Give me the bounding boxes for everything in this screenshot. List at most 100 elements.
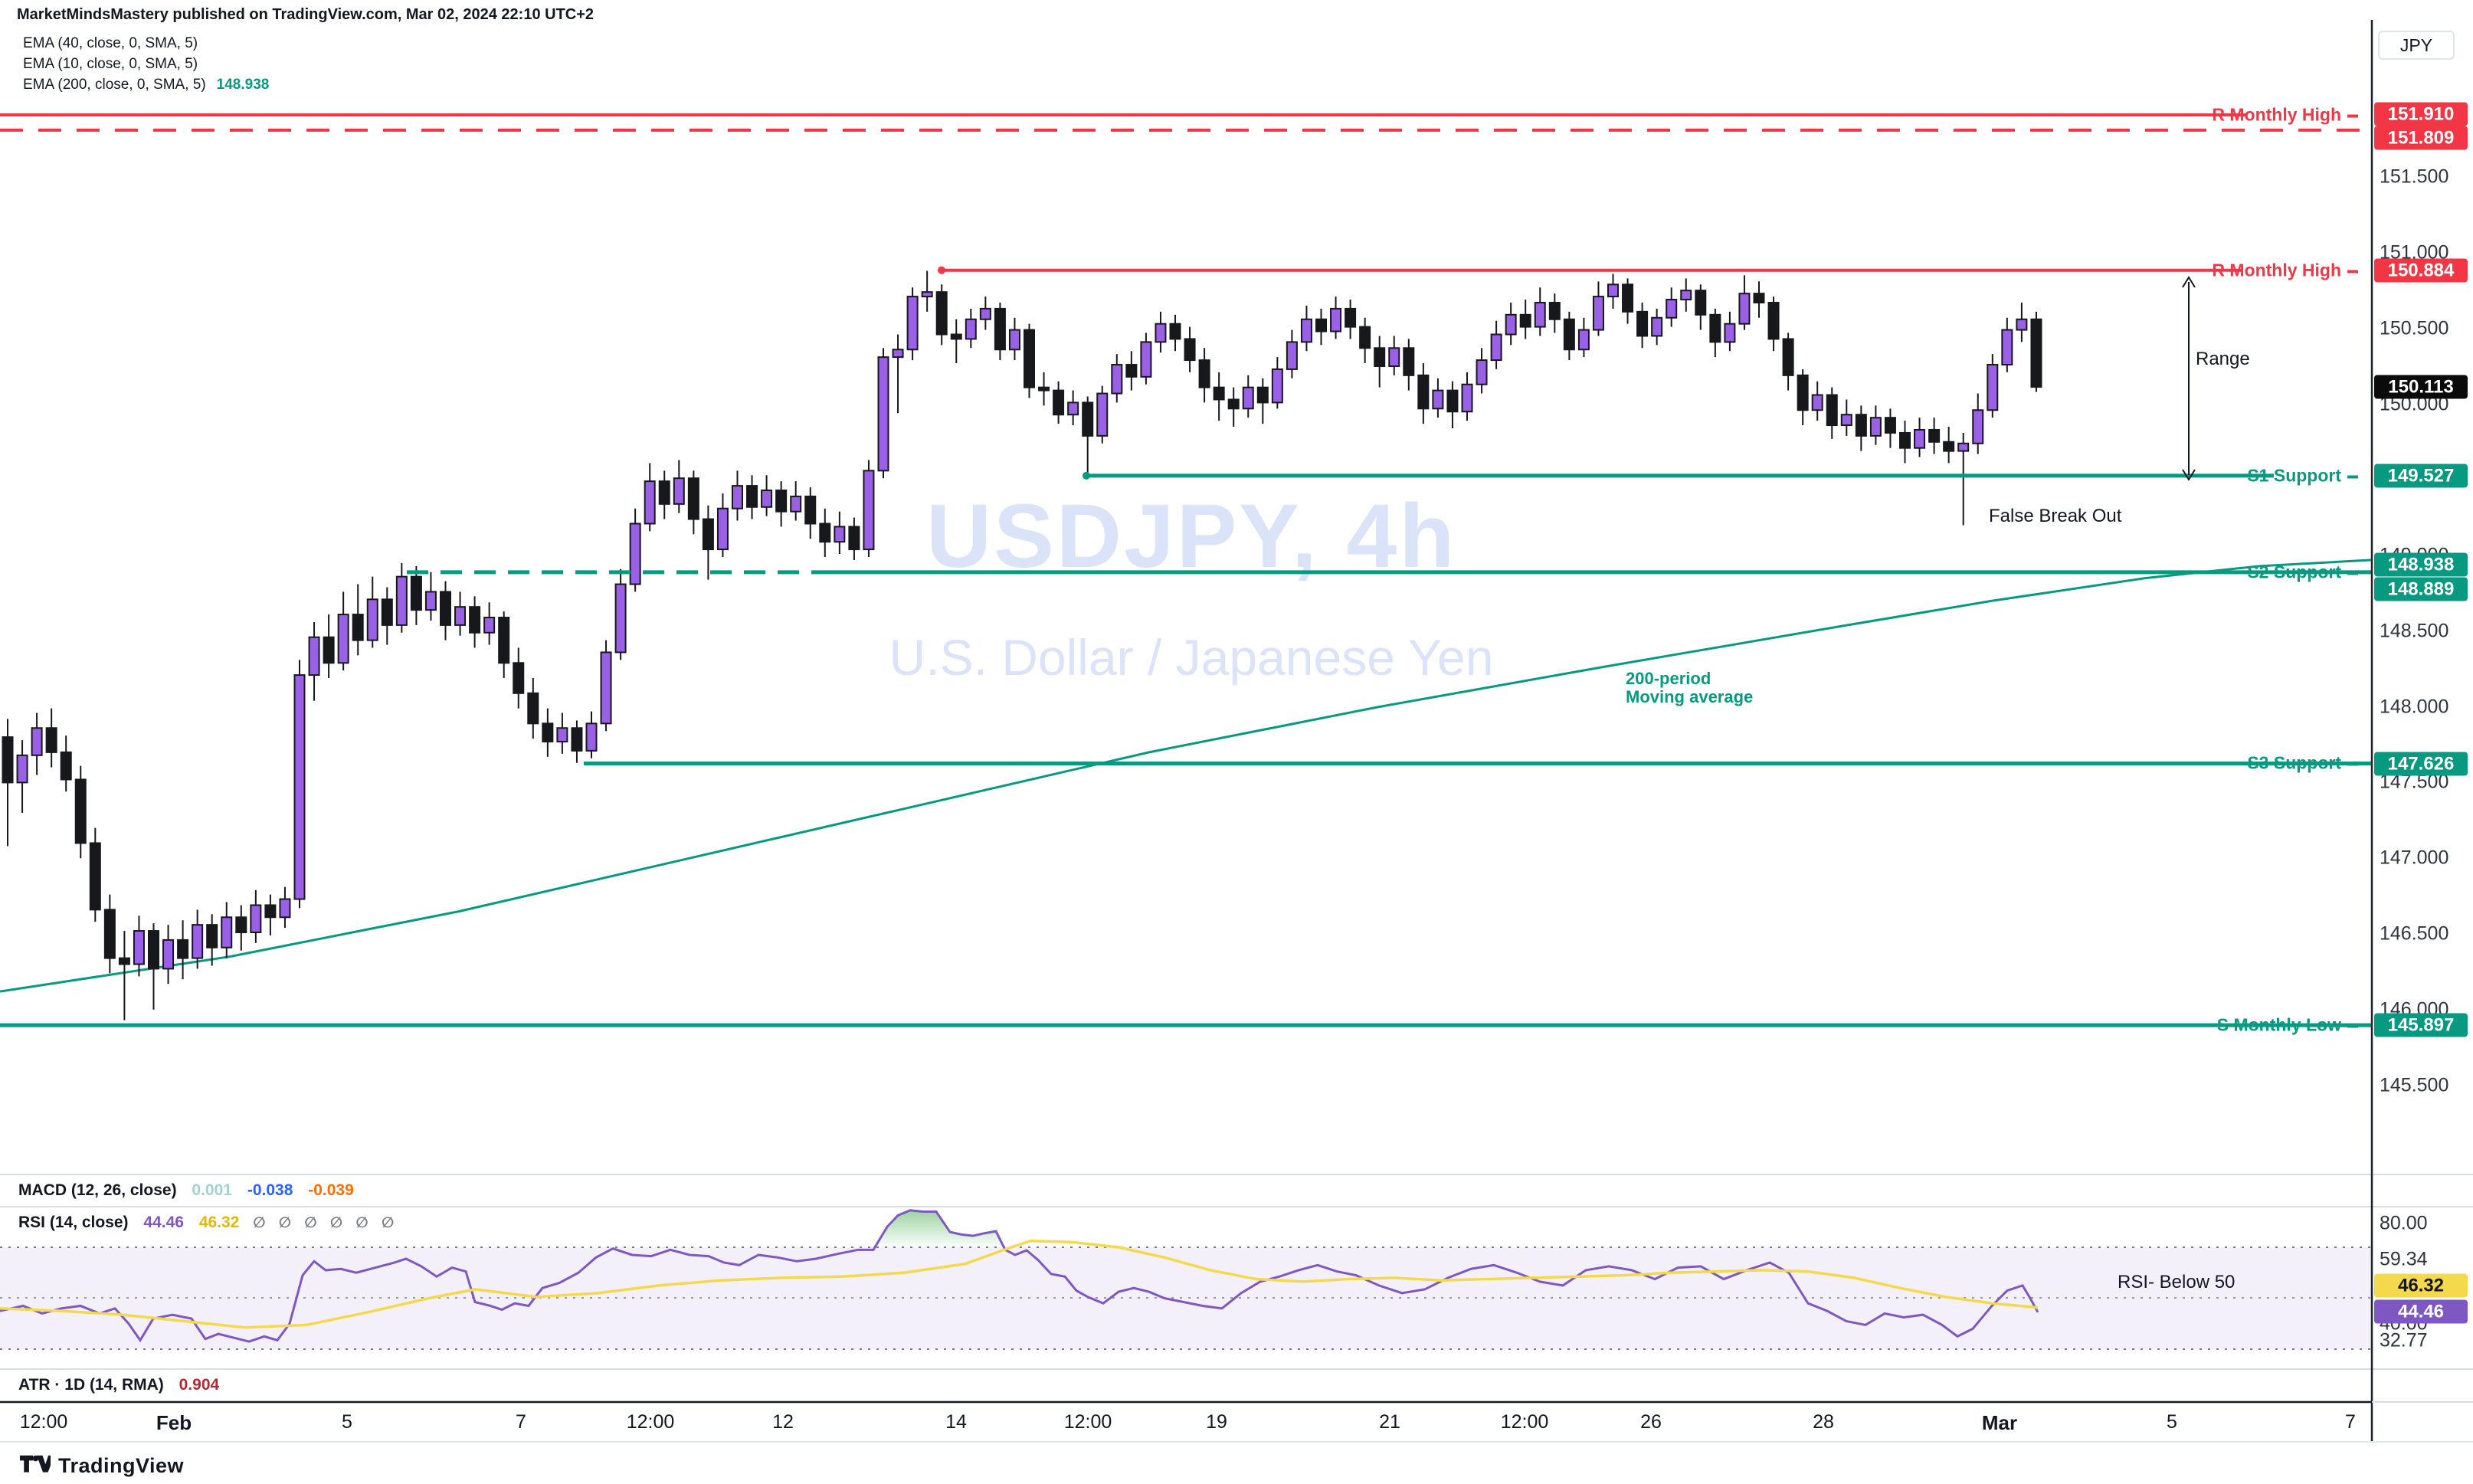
candle — [1330, 307, 1342, 333]
candle — [585, 722, 598, 752]
macd-value-macd: 0.001 — [192, 1181, 232, 1199]
candle — [1548, 302, 1561, 320]
tradingview-brand[interactable]: TradingView — [20, 1454, 184, 1478]
macd-value-histogram: -0.039 — [308, 1181, 354, 1199]
candle — [1797, 374, 1809, 411]
candle — [177, 939, 189, 959]
tradingview-brand-text: TradingView — [58, 1454, 185, 1477]
candle — [45, 727, 57, 753]
candle — [395, 575, 408, 626]
candle — [746, 485, 758, 508]
candle — [1242, 386, 1254, 410]
support-resistance-lines[interactable] — [0, 113, 2372, 1027]
candle — [133, 930, 145, 965]
candle — [337, 614, 349, 664]
false-breakout-annotation[interactable]: False Break Out — [1989, 506, 2122, 526]
atr-title: ATR · 1D (14, RMA) — [18, 1376, 164, 1394]
candle — [1884, 417, 1896, 434]
macd-value-signal: -0.038 — [247, 1181, 293, 1199]
rsi-note-annotation[interactable]: RSI- Below 50 — [2118, 1272, 2235, 1292]
candle — [1972, 409, 1984, 444]
range-annotation-label[interactable]: Range — [2196, 349, 2250, 369]
candle — [1592, 296, 1604, 331]
publication-attribution: MarketMindsMastery published on TradingV… — [17, 6, 595, 23]
candle — [1724, 323, 1736, 343]
candle — [1914, 428, 1926, 449]
candle — [235, 916, 247, 934]
legend-ema-40[interactable]: EMA (40, close, 0, SMA, 5) — [23, 35, 198, 52]
candle — [1695, 290, 1707, 316]
candle — [440, 591, 451, 626]
candle — [1519, 313, 1531, 328]
currency-unit-label: JPY — [2399, 34, 2433, 55]
candle — [279, 898, 291, 919]
candle — [950, 333, 962, 340]
candle — [1826, 394, 1838, 427]
ma-annotation-line1[interactable]: 200-period — [1626, 669, 1711, 688]
legend-ema-10[interactable]: EMA (10, close, 0, SMA, 5) — [23, 56, 198, 73]
ma-annotation-line2[interactable]: Moving average — [1626, 687, 1753, 706]
atr-value: 0.904 — [179, 1376, 220, 1394]
candle — [644, 480, 656, 525]
candle — [1811, 394, 1823, 411]
candle — [221, 916, 233, 948]
candle — [1534, 302, 1546, 328]
candle — [1359, 326, 1371, 349]
candle — [1227, 398, 1240, 410]
chart-annotations: Range False Break Out 200-period Moving … — [1626, 276, 2250, 1292]
candle — [921, 291, 933, 298]
candle — [424, 591, 437, 611]
candle — [906, 296, 919, 351]
candle — [1198, 359, 1210, 388]
ema-200-line — [0, 559, 2373, 993]
candle — [16, 754, 28, 784]
candle — [629, 523, 641, 585]
candle — [366, 598, 378, 641]
candle — [1753, 293, 1765, 304]
candle — [600, 651, 612, 725]
candle — [1417, 374, 1430, 410]
candle — [162, 939, 175, 970]
candle — [1300, 318, 1312, 343]
candle — [1067, 401, 1079, 416]
candle — [1008, 329, 1020, 351]
macd-pane-title-row[interactable]: MACD (12, 26, close) 0.001 -0.038 -0.039 — [18, 1181, 354, 1200]
candle — [1928, 428, 1941, 443]
candle — [1096, 392, 1109, 437]
legend-ema-200-label: EMA (200, close, 0, SMA, 5) — [23, 77, 206, 93]
legend-ema-200[interactable]: EMA (200, close, 0, SMA, 5) 148.938 — [23, 77, 269, 93]
candle — [1666, 299, 1678, 319]
rsi-ma-value: 46.32 — [198, 1214, 240, 1231]
candle — [702, 518, 714, 551]
candle — [118, 957, 130, 965]
candle — [148, 930, 159, 970]
candle — [1374, 347, 1386, 367]
candlestick-series — [2, 270, 2042, 1020]
candle — [716, 507, 729, 551]
candle — [89, 842, 101, 911]
rsi-pane-plot — [0, 1209, 2372, 1350]
candle — [264, 904, 277, 919]
candle — [614, 583, 627, 654]
candle — [2030, 318, 2042, 388]
candle — [1024, 329, 1035, 388]
candle — [761, 490, 773, 508]
candle — [1271, 368, 1283, 404]
currency-unit-button[interactable]: JPY — [2378, 31, 2455, 60]
legend-ema-200-value: 148.938 — [216, 77, 270, 93]
candle — [1125, 364, 1138, 378]
atr-pane-title-row[interactable]: ATR · 1D (14, RMA) 0.904 — [18, 1376, 219, 1394]
rsi-title: RSI (14, close) — [18, 1214, 129, 1231]
candle — [1140, 341, 1152, 378]
candle — [1213, 386, 1225, 401]
candle — [1432, 389, 1444, 410]
candle — [892, 349, 904, 359]
candle — [1053, 389, 1065, 416]
candle — [1345, 307, 1357, 328]
candle — [658, 480, 670, 505]
rsi-pane-title-row[interactable]: RSI (14, close) 44.46 46.32 ∅ ∅ ∅ ∅ ∅ ∅ — [18, 1214, 398, 1232]
candle — [1155, 323, 1167, 343]
candle — [74, 778, 87, 844]
